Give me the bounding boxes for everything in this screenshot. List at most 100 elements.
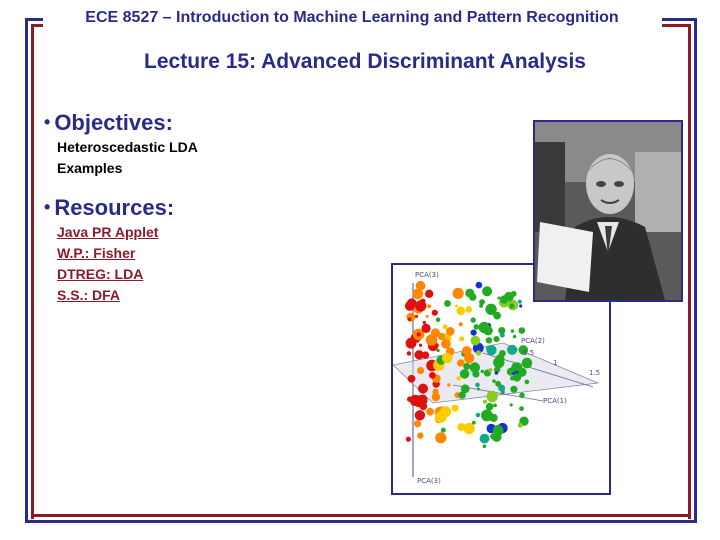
scatter-ball [517, 422, 523, 428]
scatter-ball [421, 323, 431, 333]
scatter-ball [414, 420, 422, 428]
scatter-ball [492, 379, 496, 383]
frame-top-left-inner [31, 24, 43, 27]
scatter-ball [482, 444, 487, 448]
scatter-ball [436, 348, 440, 353]
scatter-ball [412, 288, 424, 300]
scatter-ball [452, 404, 459, 412]
scatter-ball [407, 374, 416, 383]
scatter-ball [486, 345, 497, 356]
scatter-ball [456, 306, 466, 316]
scatter-ball [465, 306, 473, 313]
scatter-ball [470, 335, 481, 346]
scatter-ball [470, 317, 476, 323]
page-title: Lecture 15: Advanced Discriminant Analys… [144, 50, 586, 73]
scatter-ball [469, 362, 480, 373]
scatter-ball [476, 387, 480, 391]
scatter-ball [431, 309, 438, 316]
scatter-ball [519, 392, 525, 399]
scatter-ball [479, 433, 490, 444]
scatter-ball [499, 295, 509, 304]
axis-label-pca1: PCA(1) [543, 397, 567, 405]
scatter-ball [425, 289, 434, 298]
scatter-ball [406, 351, 412, 356]
scatter-ball [415, 280, 426, 291]
scatter-ball [416, 394, 428, 406]
scatter-ball [485, 402, 494, 411]
scatter-ball [421, 351, 430, 359]
scatter-ball [483, 326, 493, 336]
scatter-ball [498, 384, 506, 392]
bullet-icon: • [44, 112, 51, 132]
resources-heading: • Resources: [44, 195, 174, 221]
scatter-ball [419, 343, 423, 347]
scatter-ball [457, 359, 465, 367]
scatter-ball [432, 388, 439, 396]
scatter-ball [407, 396, 413, 402]
scatter-ball [485, 337, 493, 344]
scatter-ball [414, 314, 419, 318]
scatter-ball [517, 299, 522, 304]
scatter-ball [425, 334, 438, 346]
link-wp-fisher[interactable]: W.P.: Fisher [57, 245, 136, 261]
scatter-ball [440, 427, 446, 433]
scatter-ball [488, 368, 493, 373]
link-java-pr-applet[interactable]: Java PR Applet [57, 224, 159, 240]
scatter-ball [471, 420, 476, 425]
scatter-ball [452, 287, 464, 299]
scatter-ball [507, 344, 518, 355]
scatter-ball [463, 362, 471, 370]
objective-item: Heteroscedastic LDA [57, 139, 198, 155]
scatter-ball [524, 379, 530, 385]
scatter-ball [472, 370, 480, 378]
scatter-ball [512, 373, 522, 382]
link-ss-dfa[interactable]: S.S.: DFA [57, 287, 121, 303]
scatter-ball [470, 329, 477, 336]
scatter-ball [426, 407, 434, 416]
scatter-ball [475, 412, 481, 418]
scatter-ball [479, 303, 484, 308]
scatter-ball [456, 376, 461, 381]
bullet-icon: • [44, 197, 51, 217]
scatter-ball [475, 382, 480, 388]
scatter-ball [458, 322, 463, 327]
scatter-ball [446, 327, 455, 336]
scatter-ball [416, 332, 421, 337]
scatter-ball [418, 383, 428, 394]
objectives-heading-text: Objectives: [54, 110, 173, 135]
frame-left-inner [31, 24, 34, 519]
scatter-ball [407, 317, 412, 321]
portrait-photo [533, 120, 683, 302]
scatter-ball [460, 384, 470, 394]
frame-left-outer [25, 18, 28, 523]
scatter-ball [473, 324, 480, 330]
scatter-ball [435, 317, 441, 322]
portrait-illustration [535, 122, 681, 300]
scatter-ball [479, 299, 485, 305]
scatter-ball [406, 312, 416, 322]
scatter-ball [463, 422, 475, 435]
scatter-ball [458, 391, 466, 399]
scatter-ball [425, 314, 429, 318]
objectives-heading: • Objectives: [44, 110, 173, 136]
scatter-ball [422, 320, 426, 325]
frame-top-right-inner [662, 24, 691, 27]
scatter-ball [494, 366, 501, 373]
objective-item: Examples [57, 160, 123, 176]
link-dtreg-lda[interactable]: DTREG: LDA [57, 266, 144, 282]
scatter-ball [447, 383, 451, 387]
axis-label-pca3-bottom: PCA(3) [417, 477, 441, 485]
scatter-ball [435, 411, 447, 423]
scatter-ball [442, 324, 448, 330]
scatter-ball [441, 338, 451, 349]
scatter-ball [521, 357, 533, 369]
scatter-ball [491, 432, 502, 442]
scatter-ball [417, 432, 424, 439]
scatter-ball [519, 406, 524, 411]
scatter-ball [493, 336, 500, 343]
axis-tick-05: 0.5 [523, 349, 535, 357]
scatter-ball [509, 403, 513, 407]
resources-heading-text: Resources: [54, 195, 175, 220]
scatter-ball [493, 311, 501, 320]
scatter-ball [481, 409, 493, 422]
